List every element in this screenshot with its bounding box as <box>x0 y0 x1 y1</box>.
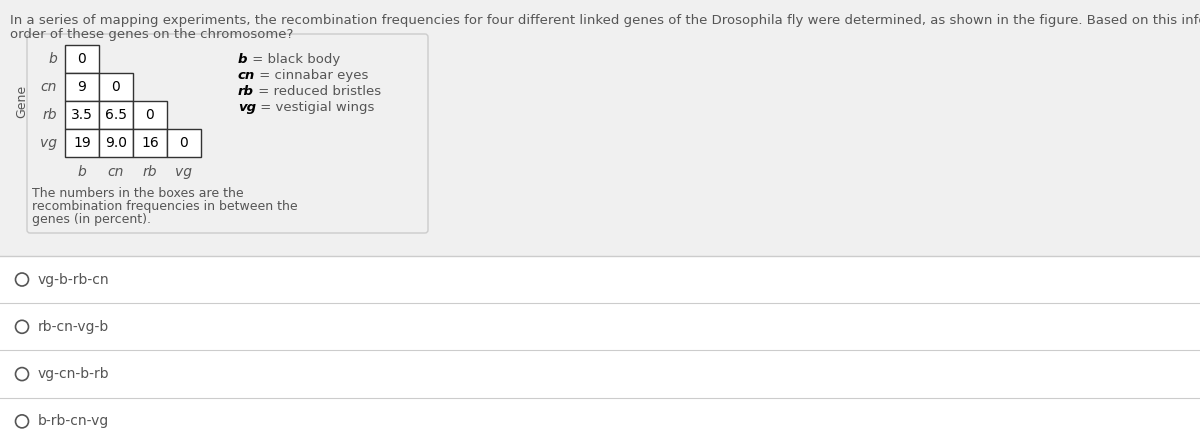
Text: vg-b-rb-cn: vg-b-rb-cn <box>38 272 109 287</box>
Text: rb: rb <box>238 85 254 98</box>
Bar <box>0 398 1200 445</box>
Text: vg: vg <box>40 136 58 150</box>
Text: b: b <box>238 53 247 66</box>
Text: 0: 0 <box>145 108 155 122</box>
Bar <box>133 101 167 129</box>
Bar <box>0 303 1200 351</box>
Bar <box>0 256 1200 303</box>
Text: vg-cn-b-rb: vg-cn-b-rb <box>38 367 109 381</box>
Text: genes (in percent).: genes (in percent). <box>32 213 151 226</box>
Text: cn: cn <box>108 165 124 179</box>
Text: cn: cn <box>41 80 58 94</box>
Bar <box>0 256 1200 445</box>
Text: 0: 0 <box>180 136 188 150</box>
Text: recombination frequencies in between the: recombination frequencies in between the <box>32 200 298 213</box>
Text: rb: rb <box>143 165 157 179</box>
Text: In a series of mapping experiments, the recombination frequencies for four diffe: In a series of mapping experiments, the … <box>10 14 1200 27</box>
Text: 16: 16 <box>142 136 158 150</box>
Text: 9: 9 <box>78 80 86 94</box>
Text: rb-cn-vg-b: rb-cn-vg-b <box>38 320 109 334</box>
Text: cn: cn <box>238 69 256 82</box>
Bar <box>167 129 202 157</box>
Text: 19: 19 <box>73 136 91 150</box>
Text: b: b <box>48 52 58 66</box>
Text: 0: 0 <box>112 80 120 94</box>
Text: b: b <box>78 165 86 179</box>
Bar <box>133 129 167 157</box>
Text: b-rb-cn-vg: b-rb-cn-vg <box>38 414 109 429</box>
Text: = black body: = black body <box>247 53 340 66</box>
Text: = reduced bristles: = reduced bristles <box>254 85 382 98</box>
Text: 9.0: 9.0 <box>106 136 127 150</box>
Bar <box>65 73 98 101</box>
Text: 0: 0 <box>78 52 86 66</box>
Text: = cinnabar eyes: = cinnabar eyes <box>256 69 368 82</box>
Text: Gene: Gene <box>16 85 29 117</box>
Text: 3.5: 3.5 <box>71 108 92 122</box>
Bar <box>98 101 133 129</box>
Text: rb: rb <box>42 108 58 122</box>
Bar <box>0 0 1200 256</box>
Bar <box>65 45 98 73</box>
Bar <box>98 73 133 101</box>
Text: 6.5: 6.5 <box>106 108 127 122</box>
Text: vg: vg <box>238 101 256 114</box>
Text: order of these genes on the chromosome?: order of these genes on the chromosome? <box>10 28 293 41</box>
Text: = vestigial wings: = vestigial wings <box>256 101 374 114</box>
Text: vg: vg <box>175 165 192 179</box>
Text: The numbers in the boxes are the: The numbers in the boxes are the <box>32 187 244 200</box>
Bar <box>0 351 1200 398</box>
Bar <box>98 129 133 157</box>
Bar <box>65 129 98 157</box>
Bar <box>65 101 98 129</box>
